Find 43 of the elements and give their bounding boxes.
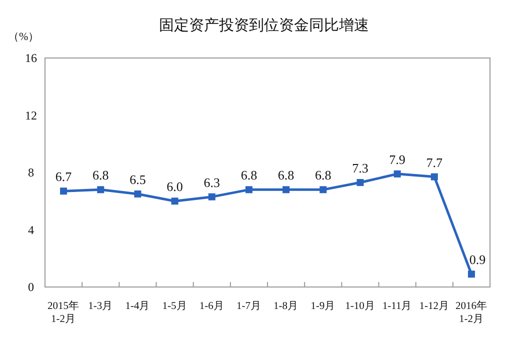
point (245, 186, 252, 194)
point (356, 179, 364, 186)
x-tick-label: 1-11月 (382, 300, 412, 312)
data-label: 7.9 (389, 152, 406, 167)
x-tick-label: 1-7月 (236, 300, 262, 312)
x-tick-label: 2016年 1-2月 (455, 300, 488, 326)
point (282, 186, 290, 194)
x-tick-label: 1-6月 (199, 300, 224, 312)
point (394, 170, 401, 178)
data-label: 7.7 (426, 154, 443, 170)
point (208, 193, 216, 200)
data-label: 6.8 (240, 168, 258, 183)
point (134, 190, 142, 198)
x-tick-label: 1-12月 (419, 300, 450, 312)
data-label: 6.8 (315, 168, 332, 183)
x-tick-label: 1-8月 (274, 300, 299, 312)
y-tick-label: 12 (25, 108, 37, 122)
data-label: 6.3 (204, 174, 220, 190)
data-label: 6.8 (278, 168, 294, 183)
point (97, 186, 104, 194)
point (320, 186, 327, 194)
x-tick-label: 1-9月 (310, 300, 336, 312)
data-label: 6.5 (130, 172, 146, 187)
y-tick-label: 8 (28, 166, 34, 180)
y-tick-label: 4 (28, 222, 34, 237)
x-tick-label: 1-10月 (345, 300, 376, 312)
y-tick-label: 0 (28, 280, 34, 294)
y-tick-label: 16 (25, 51, 37, 65)
x-tick-label: 1-3月 (88, 300, 114, 312)
data-label: 7.3 (352, 160, 368, 176)
data-label: 6.0 (166, 179, 183, 194)
point (430, 173, 438, 180)
title: 固定资产投资到位资金同比增速 (159, 18, 369, 34)
ylabel: （%） (8, 31, 40, 43)
x-tick-label: 2015年 1-2月 (48, 300, 80, 326)
x-tick-label: 1-4月 (125, 300, 150, 312)
point (468, 270, 475, 278)
data-label: 6.8 (92, 168, 109, 183)
point (60, 188, 68, 195)
data-label: 0.9 (469, 252, 486, 268)
point (171, 198, 178, 205)
x-tick-label: 1-5月 (162, 300, 188, 312)
data-label: 6.7 (55, 169, 72, 184)
